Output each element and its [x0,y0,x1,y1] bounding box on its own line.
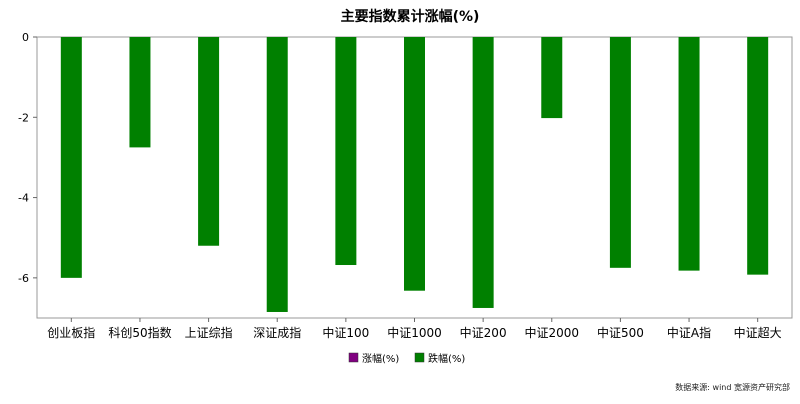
y-tick-label: 0 [22,31,29,44]
bar-0 [60,37,82,278]
x-tick-label: 科创50指数 [108,325,171,340]
bar-5 [404,37,425,291]
x-tick-label: 中证500 [597,325,644,340]
x-tick-label: 中证超大 [734,325,782,340]
y-tick-label: -2 [18,111,29,124]
bar-9 [678,37,700,271]
x-tick-label: 中证2000 [524,325,579,340]
x-tick-label: 中证100 [322,325,369,340]
chart-title: 主要指数累计涨幅(%) [341,8,480,25]
y-tick-label: -4 [18,192,29,205]
legend-label-0: 涨幅(%) [362,352,399,365]
source-note: 数据来源: wind 宽源资产研究部 [675,382,790,392]
x-tick-label: 深证成指 [253,325,301,340]
legend-label-1: 跌幅(%) [428,352,465,365]
legend-swatch-1 [414,352,425,363]
x-tick-label: 上证综指 [185,325,233,340]
bar-2 [198,37,220,246]
bar-3 [266,37,288,312]
bar-1 [129,37,151,148]
legend: 涨幅(%) 跌幅(%) [348,352,465,365]
x-tick-label: 中证A指 [667,325,711,340]
legend-swatch-0 [348,352,359,363]
plot-area: 0 -2 -4 -6 创业板指 科创50指数 上证综指 深证成指 中证100 中证1000 中证20… [18,31,793,340]
y-tick-label: -6 [18,272,29,285]
bar-8 [609,37,631,268]
x-tick-label: 创业板指 [47,325,95,340]
bar-7 [541,37,563,119]
bar-6 [472,37,494,308]
x-tick-label: 中证200 [460,325,507,340]
bar-10 [747,37,769,275]
bar-4 [335,37,357,266]
x-tick-label: 中证1000 [387,325,442,340]
